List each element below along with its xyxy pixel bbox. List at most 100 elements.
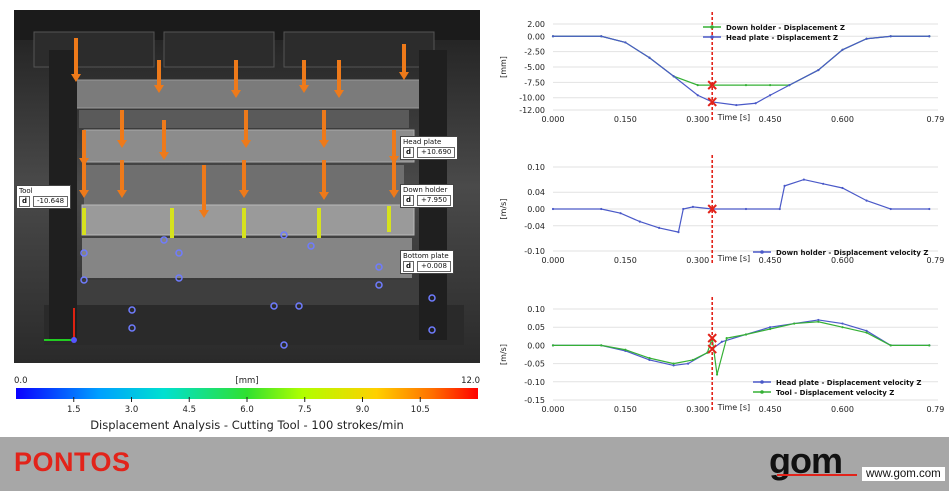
x-tick-label: 0.000 xyxy=(542,256,565,265)
series-line xyxy=(553,319,930,367)
brand-name: PONTOS xyxy=(14,447,131,477)
tool-key: d xyxy=(19,196,31,207)
data-point xyxy=(754,102,757,105)
data-point xyxy=(658,226,661,229)
tool-value: -10.648 xyxy=(33,196,69,207)
data-point xyxy=(624,41,627,44)
data-point xyxy=(696,94,699,97)
data-point xyxy=(648,56,651,59)
legend-marker xyxy=(760,380,764,384)
data-point xyxy=(672,75,675,78)
y-tick-label: 0.10 xyxy=(527,163,545,172)
data-point xyxy=(744,333,748,336)
x-tick-label: 0.798 xyxy=(927,405,944,414)
x-tick-label: 0.450 xyxy=(759,115,782,124)
x-axis-label: Time [s] xyxy=(717,113,751,122)
x-axis-label: Time [s] xyxy=(717,254,751,263)
marker-x xyxy=(707,97,717,107)
down-holder-name: Down holder xyxy=(403,186,448,194)
data-point xyxy=(677,231,680,234)
data-point xyxy=(865,37,868,40)
y-tick-label: -7.50 xyxy=(524,78,545,87)
x-tick-label: 0.150 xyxy=(614,115,637,124)
scale-tick-label: 1.5 xyxy=(67,405,81,415)
y-tick-label: -12.00 xyxy=(519,106,545,115)
legend-marker xyxy=(710,25,714,29)
y-tick-label: 0.10 xyxy=(527,305,545,314)
x-tick-label: 0.300 xyxy=(686,405,709,414)
scale-tick-label: 7.5 xyxy=(298,405,312,415)
color-scale: 0.0 [mm] 12.0 1.5 3.0 4.5 6.0 7.5 9.0 10.5 xyxy=(14,373,480,433)
data-point xyxy=(865,199,868,202)
series-line xyxy=(553,321,930,375)
data-point xyxy=(778,207,781,211)
x-tick-label: 0.798 xyxy=(927,256,944,265)
y-tick-label: -0.15 xyxy=(524,396,545,405)
image-caption: Displacement Analysis - Cutting Tool - 1… xyxy=(90,418,404,432)
measurement-image: Tool d -10.648 Head plate d +10.690 Down h… xyxy=(14,10,480,363)
data-point xyxy=(672,364,675,367)
data-point xyxy=(817,318,820,322)
series-line xyxy=(553,35,930,106)
scale-tick-label: 3.0 xyxy=(125,405,139,415)
y-tick-label: 2.00 xyxy=(527,20,545,29)
data-point xyxy=(638,220,641,223)
y-tick-label: 0.05 xyxy=(527,323,545,332)
x-tick-label: 0.150 xyxy=(614,405,637,414)
gom-logo-text: gom xyxy=(769,440,843,481)
tool-name: Tool xyxy=(19,187,33,195)
logo-underline xyxy=(777,474,857,476)
y-tick-label: 0.00 xyxy=(527,205,545,214)
y-tick-label: -0.04 xyxy=(524,222,545,231)
x-tick-label: 0.600 xyxy=(831,115,854,124)
data-point xyxy=(928,207,931,211)
x-tick-label: 0.150 xyxy=(614,256,637,265)
x-tick-label: 0.450 xyxy=(759,256,782,265)
data-point xyxy=(682,207,685,211)
data-point xyxy=(889,207,892,211)
data-point xyxy=(744,84,748,87)
y-tick-label: -10.00 xyxy=(519,94,545,103)
x-tick-label: 0.300 xyxy=(686,256,709,265)
website-url[interactable]: www.gom.com xyxy=(862,467,945,481)
chart-1: 2.00 0.00 -2.50 -5.00 -7.50 -10.00 -12.00 [mm] 0… xyxy=(499,12,949,124)
data-point xyxy=(802,178,805,181)
data-point xyxy=(889,344,892,347)
data-point xyxy=(600,344,603,347)
head-plate-label: Head plate d +10.690 xyxy=(400,136,459,160)
marker-x xyxy=(707,80,717,90)
x-axis-label: Time [s] xyxy=(717,403,751,412)
data-point xyxy=(551,35,555,38)
head-plate-name: Head plate xyxy=(403,138,442,146)
y-tick-label: -0.10 xyxy=(524,378,545,387)
data-point xyxy=(865,329,868,332)
head-plate-value: +10.690 xyxy=(417,147,456,158)
series-line xyxy=(553,178,930,233)
charts-svg: 2.00 0.00 -2.50 -5.00 -7.50 -10.00 -12.00 [mm] 0… xyxy=(499,12,949,414)
data-point xyxy=(769,94,772,97)
charts-panel: 2.00 0.00 -2.50 -5.00 -7.50 -10.00 -12.00 [mm] 0… xyxy=(498,12,949,432)
y-tick-label: 0.04 xyxy=(527,188,545,197)
x-tick-label: 0.450 xyxy=(759,405,782,414)
data-point xyxy=(600,207,603,211)
data-point xyxy=(696,84,699,87)
bottom-plate-name: Bottom plate xyxy=(403,252,449,260)
marker-x xyxy=(707,333,717,343)
legend-label: Head plate - Displacement velocity Z xyxy=(776,379,922,387)
gom-logo: gom www.gom.com xyxy=(769,440,945,487)
chart-3: 0.10 0.05 0.00 -0.05 -0.10 -0.15 [m/s] 0.000 0.1… xyxy=(499,297,949,414)
bottom-plate-label: Bottom plate d +0.008 xyxy=(400,250,454,274)
series-line xyxy=(553,35,930,86)
data-point xyxy=(648,357,651,360)
down-holder-value: +7.950 xyxy=(417,195,451,206)
data-point xyxy=(769,326,772,329)
data-point xyxy=(648,358,651,362)
y-tick-label: -2.50 xyxy=(524,48,545,57)
data-point xyxy=(735,103,738,107)
y-tick-label: -0.05 xyxy=(524,360,545,369)
data-point xyxy=(624,348,627,351)
y-axis-label: [m/s] xyxy=(499,344,508,365)
scale-max: 12.0 xyxy=(461,376,480,386)
data-point xyxy=(788,84,791,87)
data-point xyxy=(691,358,695,362)
